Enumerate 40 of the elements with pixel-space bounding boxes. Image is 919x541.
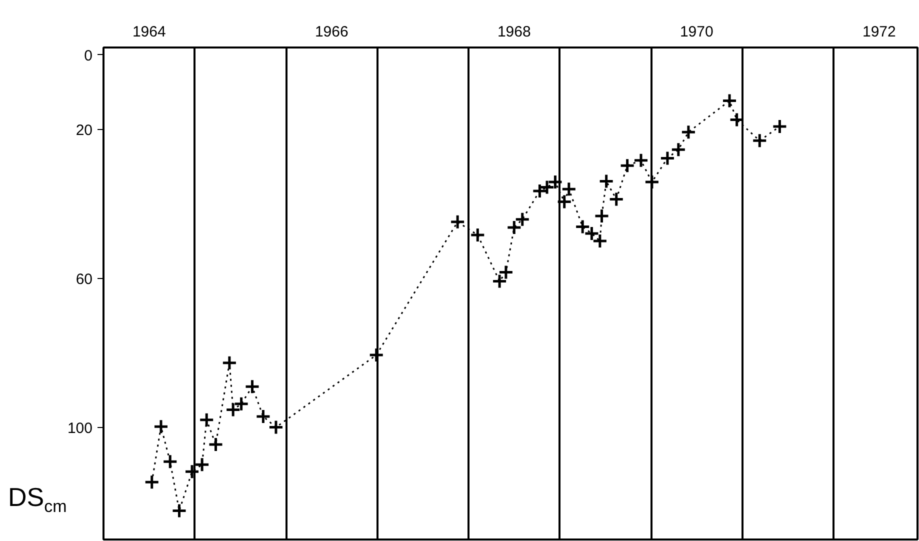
- point: [208, 436, 224, 452]
- x-tick-label: 1970: [680, 24, 714, 40]
- y-tick-label: 100: [67, 420, 93, 438]
- point: [162, 454, 178, 470]
- point: [222, 355, 238, 371]
- point: [644, 174, 660, 190]
- x-tick-label: 1972: [862, 24, 896, 40]
- y-axis-title: DS$_{cm}$: [8, 481, 67, 518]
- point: [584, 226, 600, 242]
- x-tick-label: 1968: [497, 24, 531, 40]
- x-tick-label: 1966: [314, 24, 348, 40]
- point: [660, 150, 676, 166]
- point: [268, 420, 284, 436]
- point: [368, 347, 384, 363]
- point: [171, 503, 187, 519]
- point: [670, 142, 686, 158]
- x-tick-label: 1964: [132, 24, 166, 40]
- point: [255, 408, 271, 424]
- y-tick-label: 20: [76, 122, 93, 139]
- point: [598, 174, 614, 190]
- point: [772, 118, 788, 134]
- y-tick-label: 0: [84, 47, 92, 64]
- point: [244, 378, 260, 394]
- y-tick-label: 60: [76, 271, 93, 288]
- point: [592, 233, 608, 249]
- point: [722, 93, 738, 109]
- point: [144, 474, 160, 490]
- point: [556, 194, 572, 210]
- point: [608, 191, 624, 207]
- point: [574, 219, 590, 235]
- point: [561, 181, 577, 197]
- point: [153, 418, 169, 434]
- point: [594, 208, 610, 224]
- point: [470, 227, 486, 243]
- point: [680, 124, 696, 140]
- point: [198, 412, 214, 428]
- point: [450, 214, 466, 230]
- point: [752, 132, 768, 148]
- point: [633, 152, 649, 168]
- point: [620, 158, 636, 174]
